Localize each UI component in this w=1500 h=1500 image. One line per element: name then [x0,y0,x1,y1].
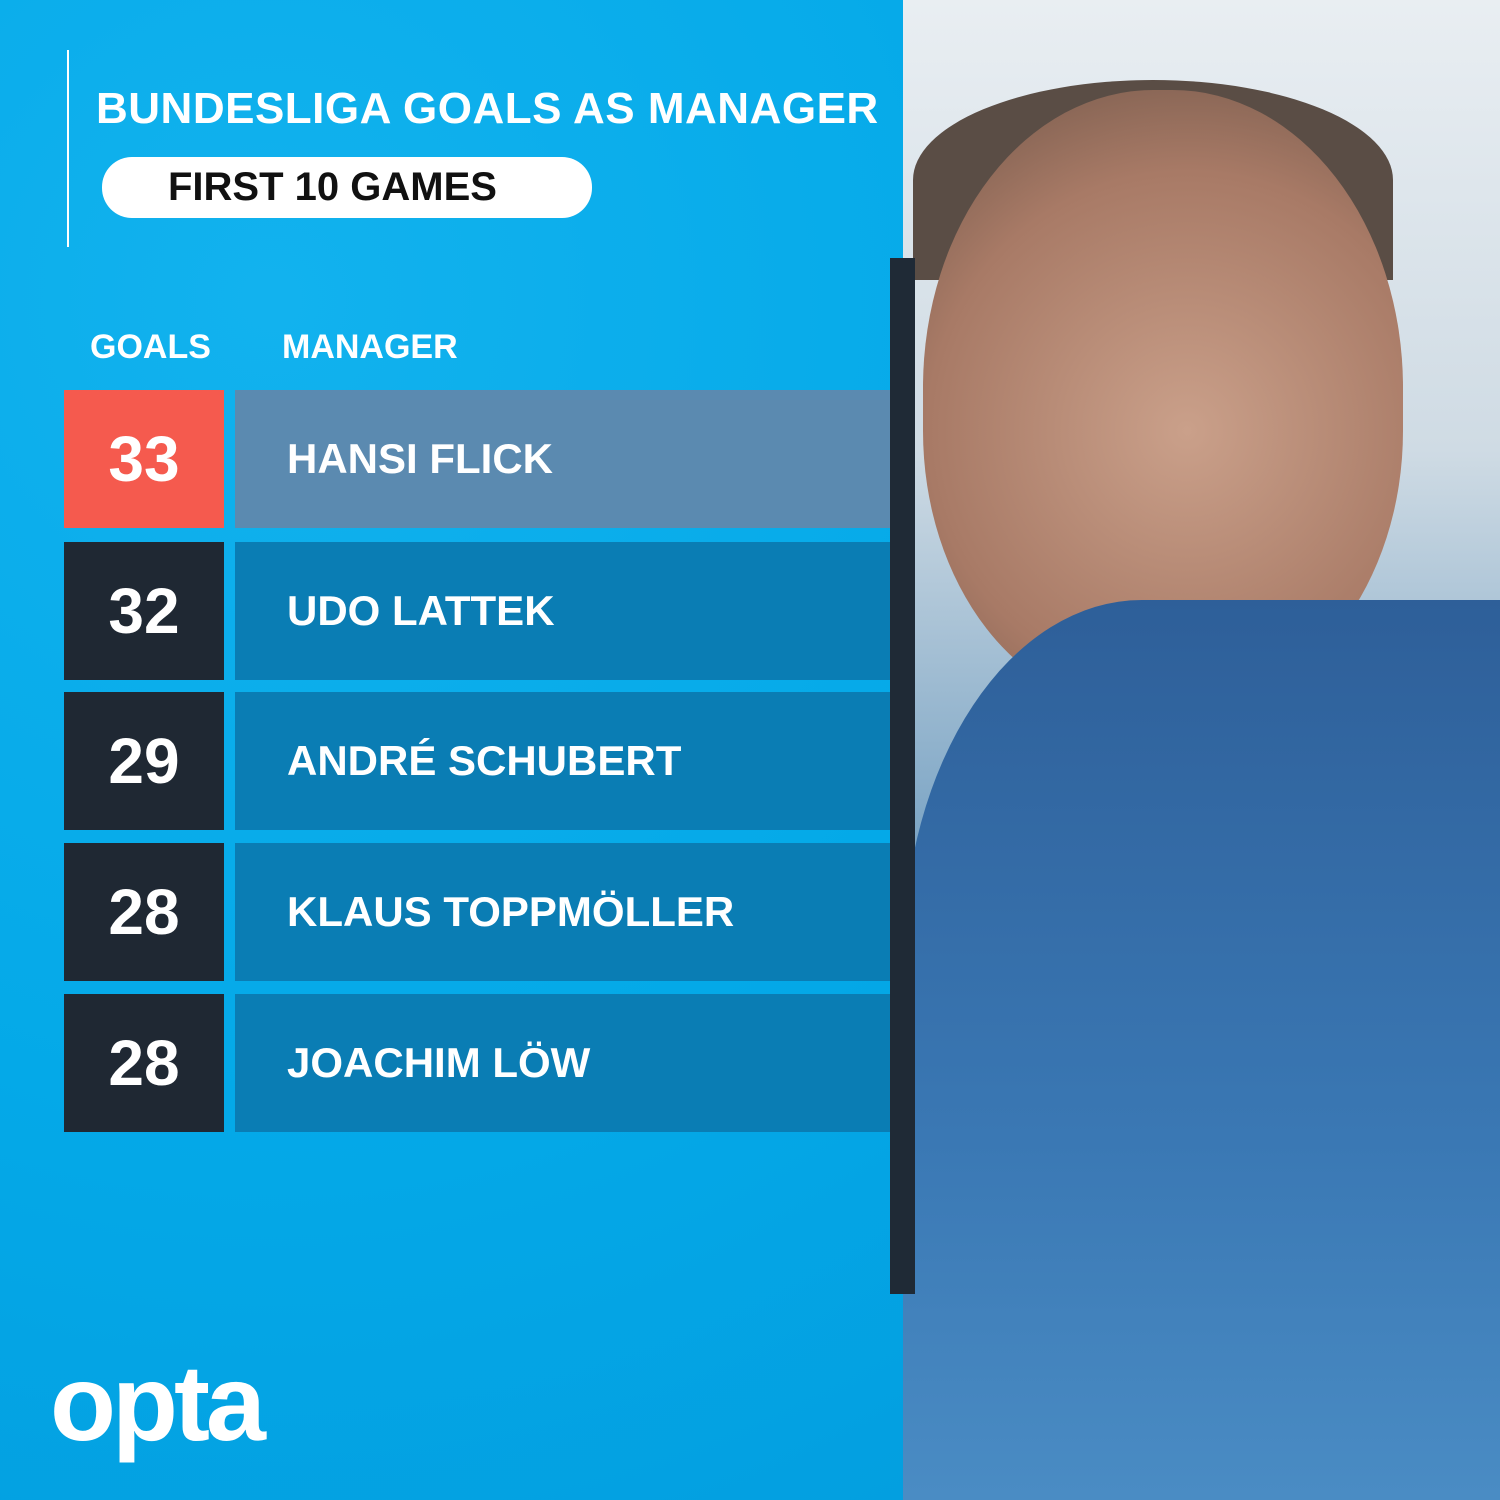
manager-name: JOACHIM LÖW [235,994,890,1132]
table-row: 33 HANSI FLICK [64,390,890,528]
goals-value: 29 [64,692,224,830]
divider-bar [890,258,915,1294]
goals-value: 33 [64,390,224,528]
table-row: 28 KLAUS TOPPMÖLLER [64,843,890,981]
manager-name: UDO LATTEK [235,542,890,680]
table-row: 29 ANDRÉ SCHUBERT [64,692,890,830]
manager-name: ANDRÉ SCHUBERT [235,692,890,830]
chart-title: BUNDESLIGA GOALS AS MANAGER [96,84,879,133]
goals-header: GOALS [90,328,211,366]
title-divider [67,50,69,247]
table-row: 28 JOACHIM LÖW [64,994,890,1132]
chart-subtitle: FIRST 10 GAMES [168,165,497,209]
manager-name: KLAUS TOPPMÖLLER [235,843,890,981]
goals-value: 28 [64,843,224,981]
manager-name: HANSI FLICK [235,390,890,528]
subtitle-pill: FIRST 10 GAMES [102,157,592,218]
goals-value: 32 [64,542,224,680]
jacket-shape [903,600,1500,1500]
goals-value: 28 [64,994,224,1132]
table-row: 32 UDO LATTEK [64,542,890,680]
opta-logo: opta [50,1342,266,1463]
manager-header: MANAGER [282,328,458,366]
manager-photo [903,0,1500,1500]
